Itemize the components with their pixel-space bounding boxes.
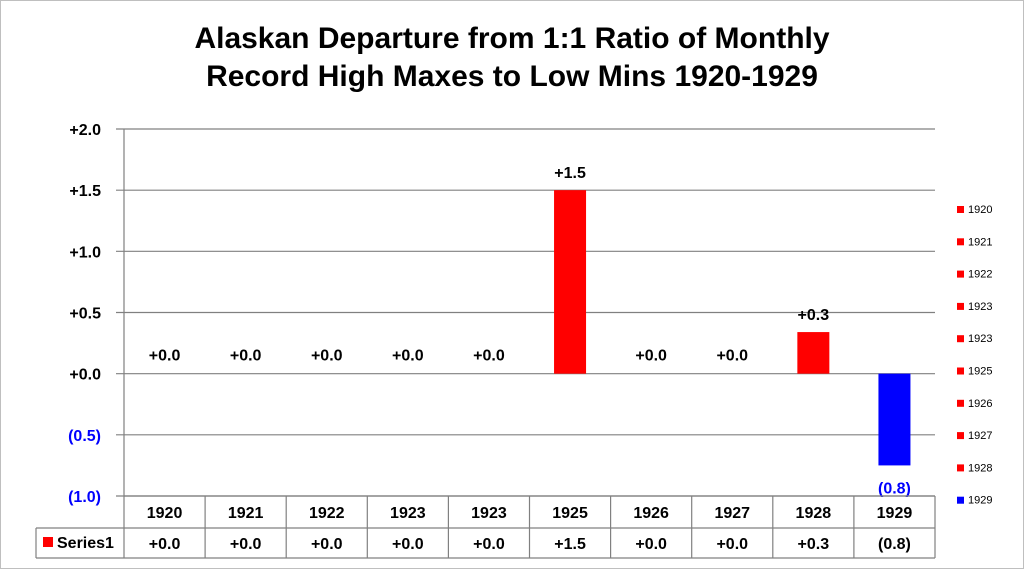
x-tick-label: 1923: [390, 505, 426, 522]
data-label: (0.8): [878, 480, 911, 497]
legend-entry: 1921: [968, 236, 992, 248]
legend-entry: 1923: [968, 301, 992, 313]
data-label: +0.0: [716, 348, 748, 365]
data-label: +0.0: [311, 348, 343, 365]
data-label: +0.0: [392, 348, 424, 365]
table-series-name: Series1: [57, 535, 114, 552]
y-tick-label: (0.5): [68, 428, 101, 445]
legend-swatch: [957, 335, 964, 343]
legend-swatch: [957, 399, 964, 407]
chart-title: Alaskan Departure from 1:1 Ratio of Mont…: [100, 20, 924, 96]
x-tick-label: 1929: [877, 505, 913, 522]
bar: [797, 332, 830, 374]
table-cell: +0.0: [311, 536, 343, 553]
table-series-swatch: [43, 537, 53, 547]
bar: [554, 190, 587, 374]
y-tick-label: +0.0: [69, 367, 101, 384]
table-cell: +0.3: [798, 536, 830, 553]
legend-entry: 1920: [968, 204, 992, 216]
y-tick-label: +1.0: [69, 244, 101, 261]
legend-swatch: [957, 496, 964, 504]
y-tick-label: +1.5: [69, 183, 101, 200]
table-cell: +0.0: [473, 536, 505, 553]
legend-swatch: [957, 270, 964, 278]
legend-entry: 1926: [968, 398, 992, 410]
y-tick-label: +0.5: [69, 306, 101, 323]
x-tick-label: 1923: [471, 505, 507, 522]
data-label: +0.0: [230, 348, 262, 365]
legend-entry: 1922: [968, 269, 992, 281]
x-tick-label: 1925: [552, 505, 588, 522]
table-cell: +0.0: [149, 536, 181, 553]
data-label: +0.0: [149, 348, 181, 365]
data-table: 1920 +0.0 1921 +0.0 1922 +0.0 1923 +0.0 1923 +0.0…: [35, 495, 936, 559]
x-tick-label: 1926: [633, 505, 669, 522]
x-tick-label: 1928: [796, 505, 832, 522]
table-cell: +0.0: [230, 536, 262, 553]
legend-swatch: [957, 238, 964, 246]
legend-swatch: [957, 367, 964, 375]
bar: [878, 373, 911, 466]
x-tick-label: 1922: [309, 505, 345, 522]
legend-entry: 1927: [968, 430, 992, 442]
table-cell: +0.0: [392, 536, 424, 553]
data-labels: +0.0 +0.0 +0.0 +0.0 +0.0 +1.5 +0.0 +0.0 +0.3 (0.8…: [149, 165, 911, 497]
x-tick-label: 1920: [147, 505, 183, 522]
legend-swatch: [957, 302, 964, 310]
legend-swatch: [957, 432, 964, 440]
data-label: +0.0: [473, 348, 505, 365]
data-label: +0.3: [798, 307, 830, 324]
legend-swatch: [957, 206, 964, 213]
table-cell: +0.0: [635, 536, 667, 553]
table-cell: +1.5: [554, 536, 586, 553]
bars: [554, 190, 911, 466]
y-tick-label: (1.0): [68, 489, 101, 506]
x-tick-label: 1921: [228, 505, 264, 522]
y-axis-tick-labels: +2.0 +1.5 +1.0 +0.5 +0.0 (0.5) (1.0): [68, 122, 101, 506]
table-cell: (0.8): [878, 536, 911, 553]
legend-entry: 1928: [968, 462, 992, 474]
data-label: +1.5: [554, 165, 586, 182]
legend: 1920 1921 1922 1923 1923 1925 1926 1927 1928 1929: [957, 204, 992, 507]
data-label: +0.0: [635, 348, 667, 365]
legend-entry: 1923: [968, 333, 992, 345]
table-cell: +0.0: [716, 536, 748, 553]
legend-entry: 1925: [968, 366, 992, 378]
legend-swatch: [957, 464, 964, 472]
legend-entry: 1929: [968, 495, 992, 507]
chart-title-line-2: Record High Maxes to Low Mins 1920-1929: [206, 60, 818, 93]
x-tick-label: 1927: [714, 505, 750, 522]
chart-title-line-1: Alaskan Departure from 1:1 Ratio of Mont…: [194, 22, 830, 55]
y-tick-label: +2.0: [69, 122, 101, 139]
